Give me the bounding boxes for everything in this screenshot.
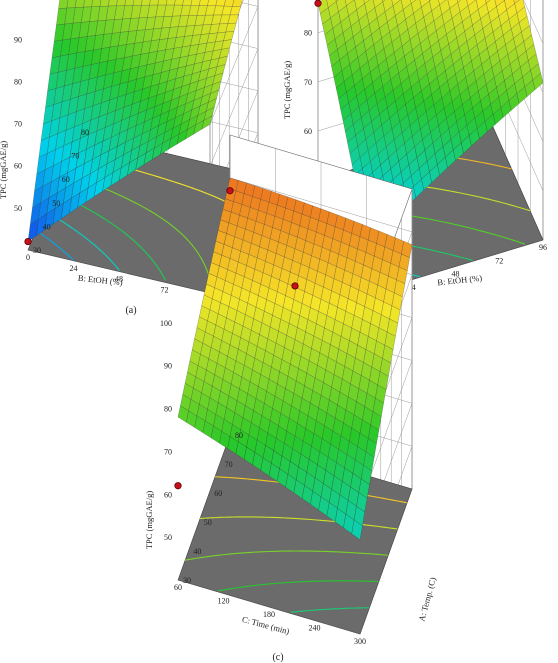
x-tick-label: 72 bbox=[161, 285, 169, 294]
y-tick-label: 70 bbox=[225, 460, 233, 469]
floor-contour bbox=[200, 516, 398, 530]
z-tick-label: 50 bbox=[14, 204, 22, 213]
y-tick-label: 80 bbox=[235, 431, 243, 440]
z-tick-label: 70 bbox=[14, 120, 22, 129]
design-point bbox=[291, 282, 299, 290]
z-tick-label: 50 bbox=[164, 533, 172, 542]
z-tick-label: 100 bbox=[10, 0, 22, 2]
x-tick-label: 0 bbox=[26, 253, 30, 262]
floor-contour bbox=[217, 580, 379, 592]
z-tick-label: 100 bbox=[160, 319, 172, 328]
z-tick-label: 60 bbox=[14, 162, 22, 171]
x-tick-label: 48 bbox=[115, 275, 123, 284]
design-point bbox=[314, 0, 322, 7]
design-point bbox=[226, 187, 234, 195]
z-tick-label: 80 bbox=[14, 77, 22, 86]
x-axis-title: B: EtOH (%) bbox=[77, 273, 123, 288]
y-tick-label: 50 bbox=[52, 199, 60, 208]
y-tick-label: 50 bbox=[204, 518, 212, 527]
y-tick-label: 40 bbox=[193, 547, 201, 556]
z-axis-title: TPC (mgGAE/g) bbox=[282, 61, 292, 119]
x-tick-label: 24 bbox=[70, 264, 78, 273]
y-tick-label: 30 bbox=[183, 576, 191, 585]
response-surface bbox=[177, 177, 413, 540]
z-axis-title: TPC (mgGAE/g) bbox=[0, 141, 8, 199]
z-tick-label: 90 bbox=[164, 362, 172, 371]
x-tick-label: 300 bbox=[354, 637, 366, 646]
y-tick-label: 80 bbox=[81, 128, 89, 137]
y-tick-label: 60 bbox=[214, 489, 222, 498]
x-tick-label: 96 bbox=[539, 243, 547, 252]
x-axis-title: B: EtOH (%) bbox=[437, 273, 483, 288]
response-surface bbox=[27, 0, 243, 242]
design-point bbox=[24, 237, 32, 246]
z-axis-title: TPC (mgGAE/g) bbox=[144, 491, 154, 549]
x-tick-label: 60 bbox=[174, 583, 182, 592]
design-point bbox=[174, 482, 182, 490]
floor-contour bbox=[290, 607, 370, 613]
z-tick-label: 90 bbox=[14, 35, 22, 44]
panel-caption: (a) bbox=[125, 305, 136, 316]
panel-caption: (c) bbox=[272, 652, 283, 663]
x-tick-label: 72 bbox=[495, 256, 503, 265]
floor-contour bbox=[184, 550, 389, 561]
x-tick-label: 120 bbox=[218, 597, 230, 606]
panel-c: 601201802403003040506070805060708090100C… bbox=[144, 134, 438, 663]
y-axis-title: A: Temp. (C) bbox=[416, 576, 437, 622]
y-tick-label: 60 bbox=[62, 175, 70, 184]
y-tick-label: 70 bbox=[71, 152, 79, 161]
z-tick-label: 60 bbox=[164, 490, 172, 499]
x-tick-label: 240 bbox=[309, 624, 321, 633]
z-tick-label: 80 bbox=[164, 405, 172, 414]
x-tick-label: 48 bbox=[452, 270, 460, 279]
z-tick-label: 60 bbox=[304, 127, 312, 136]
y-tick-label: 30 bbox=[33, 246, 41, 255]
z-tick-label: 70 bbox=[304, 78, 312, 87]
x-tick-label: 180 bbox=[263, 610, 275, 619]
z-tick-label: 70 bbox=[164, 447, 172, 456]
floor-contour bbox=[35, 229, 75, 261]
z-tick-label: 80 bbox=[304, 29, 312, 38]
y-tick-label: 40 bbox=[43, 222, 51, 231]
